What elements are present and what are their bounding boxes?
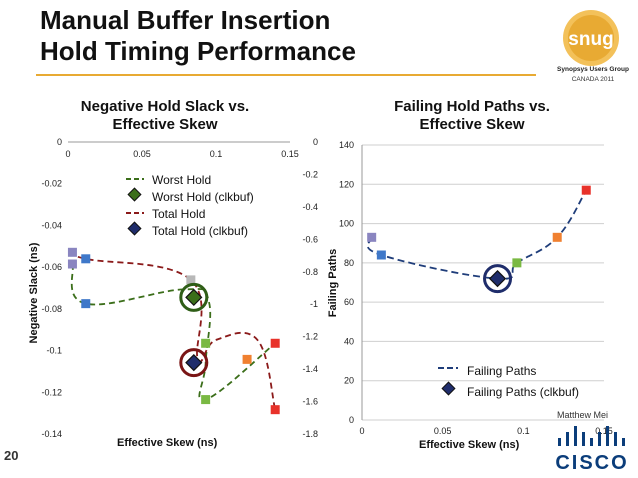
snug-logo: snug [563, 10, 619, 66]
left-chart-y2-tick-label: -1.4 [302, 364, 318, 374]
total-hold-point [242, 354, 252, 364]
legend-worst-hold: Worst Hold [152, 173, 212, 187]
right-chart-title-line1: Failing Hold Paths vs. [394, 98, 550, 115]
left-chart-y2-tick-label: -1.8 [302, 429, 318, 439]
left-chart-ylabel: Negative Slack (ns) [28, 242, 40, 344]
left-chart-y2-tick-label: -0.2 [302, 169, 318, 179]
left-chart-y-tick-label: -0.02 [41, 179, 62, 189]
left-chart-y-tick-label: -0.12 [41, 387, 62, 397]
right-chart-y-tick-label: 100 [339, 219, 354, 229]
total-hold-clkbuf-point [185, 353, 203, 372]
legend-failing-paths-clkbuf: Failing Paths (clkbuf) [467, 385, 580, 399]
failing-paths-point [376, 250, 386, 260]
right-chart-x-tick-label: 0.05 [434, 426, 452, 436]
worst-hold-point [201, 338, 211, 348]
right-chart-x-tick-label: 0.1 [517, 426, 530, 436]
right-chart-x-tick-label: 0.15 [595, 426, 613, 436]
total-hold-point [81, 254, 91, 264]
page-number: 20 [4, 448, 19, 463]
worst-hold-point [67, 259, 77, 269]
slide-title-line1: Manual Buffer Insertion [40, 5, 331, 35]
total-hold-line [70, 251, 277, 410]
worst-hold-point [81, 299, 91, 309]
legend-total-hold-clkbuf: Total Hold (clkbuf) [152, 224, 249, 238]
snug-logo-org: Synopsys Users Group [557, 66, 629, 73]
cisco-logo-text: CISCO [555, 452, 628, 474]
left-chart-y-tick-label: -0.06 [41, 262, 62, 272]
worst-hold-clkbuf-highlight [179, 282, 209, 312]
left-chart-y2-tick-label: -0.8 [302, 267, 318, 277]
slide-title: Manual Buffer Insertion Hold Timing Perf… [40, 5, 356, 67]
total-hold-point [270, 405, 280, 415]
left-chart-y-tick-label: 0 [57, 137, 62, 147]
left-chart-y2-tick-label: -0.4 [302, 202, 318, 212]
right-chart-title-line2: Effective Skew [419, 116, 525, 133]
left-chart-x-tick-label: 0.05 [133, 149, 151, 159]
right-chart-title: Failing Hold Paths vs. Effective Skew [352, 98, 592, 134]
worst-hold-point [270, 338, 280, 348]
snug-logo-region: CANADA 2011 [571, 76, 615, 83]
legend-failing-paths-clkbuf-marker [441, 381, 456, 396]
left-chart-xlabel: Effective Skew (ns) [117, 437, 218, 449]
total-hold-point [186, 275, 196, 285]
right-chart-y-tick-label: 120 [339, 179, 354, 189]
left-chart-y-tick-label: -0.04 [41, 220, 62, 230]
right-chart-y-tick-label: 40 [344, 336, 354, 346]
left-chart-y2-tick-label: -1.2 [302, 332, 318, 342]
left-chart-y-tick-label: -0.08 [41, 304, 62, 314]
right-chart-x-tick-label: 0 [359, 426, 364, 436]
cisco-logo-bars [558, 426, 625, 446]
left-chart-x-tick-label: 0.1 [210, 149, 223, 159]
legend-worst-hold-clkbuf: Worst Hold (clkbuf) [152, 190, 254, 204]
left-chart-x-tick-label: 0 [65, 149, 70, 159]
legend-failing-paths: Failing Paths [467, 364, 537, 378]
title-underline [36, 74, 536, 76]
right-legend-symbols [438, 367, 458, 396]
left-legend-symbols [126, 178, 144, 236]
right-chart-ylabel: Failing Paths [327, 248, 339, 318]
right-chart-y-tick-label: 0 [349, 415, 354, 425]
total-hold-clkbuf-highlight [179, 348, 209, 378]
failing-paths-point [552, 232, 562, 242]
worst-hold-clkbuf-point [185, 288, 203, 307]
failing-paths-point [512, 258, 522, 268]
right-chart-y-tick-label: 140 [339, 140, 354, 150]
legend-worst-hold-clkbuf-marker [127, 187, 142, 202]
cisco-logo: CISCO [555, 426, 628, 474]
author-name: Matthew Mei [557, 410, 609, 420]
failing-paths-clkbuf-point [488, 269, 507, 288]
left-chart-title: Negative Hold Slack vs. Effective Skew [40, 98, 290, 134]
worst-hold-point [201, 395, 211, 405]
left-chart-x-tick-label: 0.15 [281, 149, 299, 159]
left-chart-title-line2: Effective Skew [112, 116, 218, 133]
snug-logo-text: snug [568, 29, 613, 50]
right-chart-y-tick-label: 80 [344, 258, 354, 268]
failing-paths-clkbuf-highlight [483, 264, 513, 294]
left-chart-y2-tick-label: -1 [310, 299, 318, 309]
legend-total-hold: Total Hold [152, 207, 206, 221]
slide-title-line2: Hold Timing Performance [40, 36, 356, 66]
left-chart-y2-tick-label: 0 [313, 137, 318, 147]
right-chart-xlabel: Effective Skew (ns) [419, 439, 520, 451]
left-chart-title-line1: Negative Hold Slack vs. [80, 98, 250, 115]
total-hold-point [67, 247, 77, 257]
worst-hold-line [70, 263, 276, 401]
left-chart-y-tick-label: -0.1 [46, 346, 62, 356]
left-chart-y2-tick-label: -1.6 [302, 397, 318, 407]
failing-paths-point [581, 185, 591, 195]
failing-paths-point [367, 232, 377, 242]
snug-logo-ring-inner [568, 15, 614, 61]
right-chart-y-tick-label: 20 [344, 376, 354, 386]
legend-total-hold-clkbuf-marker [127, 221, 142, 236]
left-chart-y2-tick-label: -0.6 [302, 234, 318, 244]
left-chart-y-tick-label: -0.14 [41, 429, 62, 439]
right-chart-y-tick-label: 60 [344, 297, 354, 307]
